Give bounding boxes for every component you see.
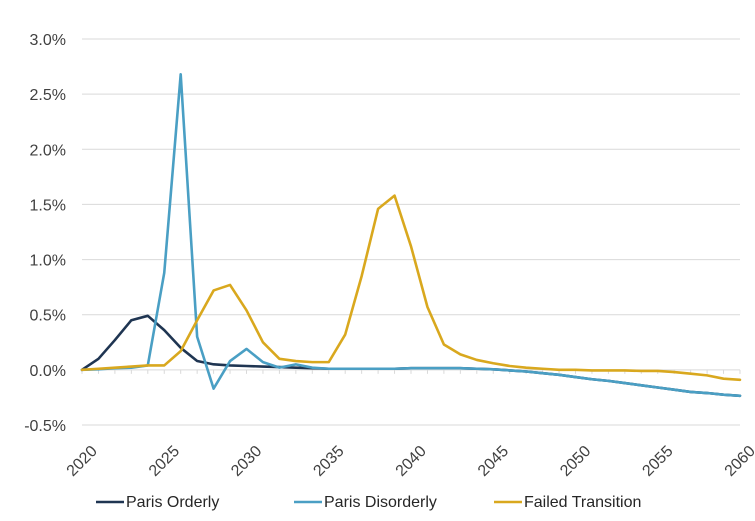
series-lines — [80, 72, 742, 398]
x-tick-label: 2030 — [228, 443, 265, 480]
x-tick-label: 2050 — [557, 443, 594, 480]
x-tick-label: 2060 — [722, 443, 755, 480]
series-line-paris-disorderly — [80, 72, 742, 398]
x-tick-label: 2045 — [475, 443, 512, 480]
y-tick-label: 2.5% — [30, 87, 66, 104]
y-tick-label: 0.0% — [30, 363, 66, 380]
y-tick-label: -0.5% — [24, 418, 66, 435]
legend-label: Failed Transition — [524, 494, 641, 511]
y-tick-label: 0.5% — [30, 308, 66, 325]
y-tick-label: 2.0% — [30, 142, 66, 159]
y-axis-tick-labels: -0.5% 0.0% 0.5% 1.0% 1.5% 2.0% 2.5% 3.0% — [24, 32, 66, 435]
x-tick-label: 2025 — [146, 443, 183, 480]
x-tick-label: 2055 — [639, 443, 676, 480]
y-tick-label: 1.0% — [30, 253, 66, 270]
y-tick-label: 1.5% — [30, 197, 66, 214]
y-tick-label: 3.0% — [30, 32, 66, 49]
legend-label: Paris Disorderly — [324, 494, 437, 511]
legend: Paris Orderly Paris Disorderly Failed Tran… — [96, 494, 641, 511]
x-tick-label: 2040 — [393, 443, 430, 480]
x-tick-label: 2020 — [64, 443, 101, 480]
legend-label: Paris Orderly — [126, 494, 219, 511]
series-line-paris-orderly — [80, 314, 742, 398]
series-line-failed-transition — [80, 194, 742, 382]
x-tick-label: 2035 — [310, 443, 347, 480]
x-axis-tick-labels: 2020 2025 2030 2035 2040 2045 2050 2055 2060 — [64, 443, 755, 480]
